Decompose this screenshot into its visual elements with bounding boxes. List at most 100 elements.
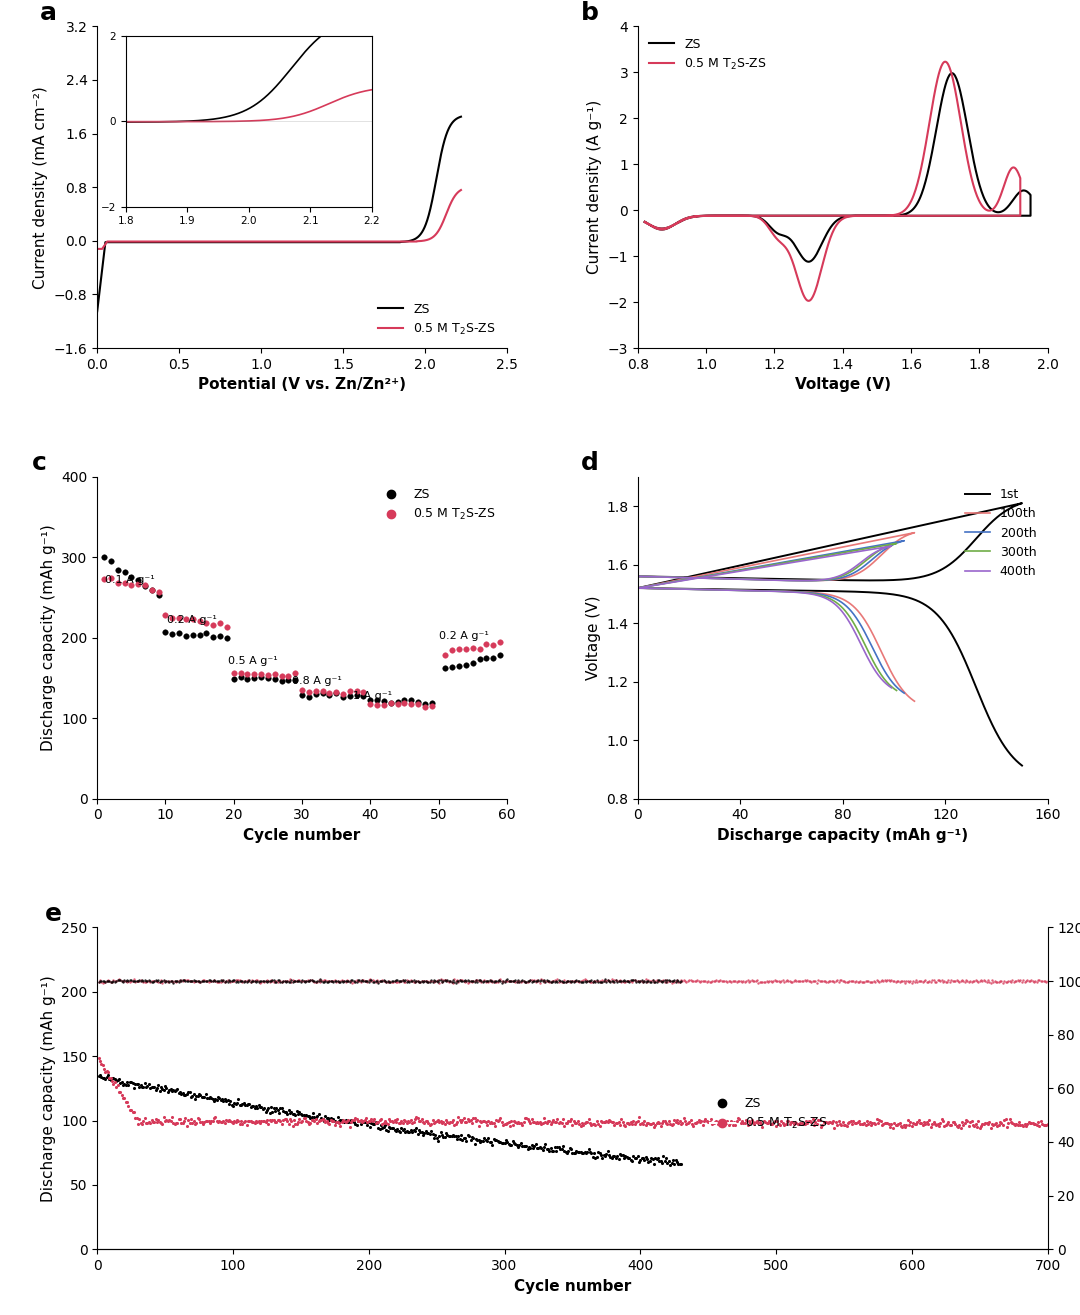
Point <box>368 969 386 990</box>
Point <box>513 1115 530 1136</box>
Point <box>164 1080 181 1101</box>
Point <box>569 1111 586 1132</box>
Point <box>243 969 260 990</box>
Point <box>114 1088 132 1109</box>
Point <box>654 1110 672 1131</box>
Point <box>379 970 396 992</box>
Point <box>552 1139 569 1160</box>
Point <box>1038 1115 1055 1136</box>
Point <box>464 970 482 992</box>
Point <box>222 1111 240 1132</box>
Point <box>145 1111 162 1132</box>
Point <box>320 970 337 992</box>
Point <box>326 969 343 990</box>
Point <box>225 669 242 690</box>
Point <box>775 970 793 992</box>
Point <box>592 972 609 993</box>
Point <box>431 1126 448 1147</box>
Point <box>167 970 185 992</box>
Point <box>526 1111 543 1132</box>
Point <box>409 1124 427 1145</box>
Point <box>477 1112 495 1134</box>
Point <box>929 969 946 990</box>
Point <box>390 970 407 992</box>
Point <box>333 970 350 992</box>
Point <box>315 1110 333 1131</box>
Point <box>728 1110 745 1131</box>
Point <box>637 1147 654 1168</box>
Point <box>163 1081 180 1102</box>
Point <box>417 1111 434 1132</box>
Point <box>615 1111 632 1132</box>
Point <box>653 1112 671 1134</box>
Point <box>446 969 463 990</box>
Point <box>727 1114 744 1135</box>
Point <box>404 970 421 992</box>
Point <box>335 1111 352 1132</box>
Point <box>937 1115 955 1136</box>
Point <box>573 972 591 993</box>
Point <box>921 1110 939 1131</box>
Point <box>221 1111 239 1132</box>
Point <box>464 638 482 659</box>
Point <box>192 1111 210 1132</box>
Point <box>152 969 170 990</box>
Point <box>95 1059 112 1080</box>
Point <box>626 1148 644 1169</box>
Point <box>159 970 176 992</box>
Point <box>718 1111 735 1132</box>
Point <box>447 1126 464 1147</box>
Point <box>991 1111 1009 1132</box>
Point <box>256 1098 273 1119</box>
Point <box>136 1073 153 1094</box>
Point <box>572 1141 590 1162</box>
Point <box>513 970 530 992</box>
Point <box>807 1111 824 1132</box>
Point <box>315 1110 333 1131</box>
Point <box>152 1112 170 1134</box>
Point <box>314 972 332 993</box>
Point <box>131 970 148 992</box>
Point <box>152 1077 170 1098</box>
Point <box>201 969 218 990</box>
Point <box>939 972 956 993</box>
Point <box>603 1147 620 1168</box>
Point <box>104 972 121 993</box>
Point <box>430 1130 447 1151</box>
Point <box>280 665 297 686</box>
Point <box>546 969 564 990</box>
Point <box>576 1112 593 1134</box>
Point <box>464 970 482 992</box>
Point <box>299 970 316 992</box>
Point <box>537 1134 554 1155</box>
Point <box>216 972 233 993</box>
Point <box>538 970 555 992</box>
Point <box>656 972 673 993</box>
200th <box>732 583 745 598</box>
Point <box>117 1074 134 1095</box>
Point <box>792 970 809 992</box>
Point <box>95 970 112 992</box>
Point <box>264 970 281 992</box>
Point <box>496 972 513 993</box>
Point <box>348 972 365 993</box>
Point <box>340 970 357 992</box>
Point <box>575 972 592 993</box>
Point <box>528 970 545 992</box>
Point <box>544 970 562 992</box>
Point <box>353 969 370 990</box>
Point <box>464 1128 482 1149</box>
Point <box>497 1114 514 1135</box>
Point <box>705 970 723 992</box>
Point <box>110 1068 127 1089</box>
Point <box>352 972 369 993</box>
Point <box>639 1152 657 1173</box>
Point <box>967 1114 984 1135</box>
Point <box>400 970 417 992</box>
Point <box>495 970 512 992</box>
Point <box>208 970 226 992</box>
Point <box>415 970 432 992</box>
Point <box>527 972 544 993</box>
Point <box>253 970 270 992</box>
400th <box>885 680 897 696</box>
